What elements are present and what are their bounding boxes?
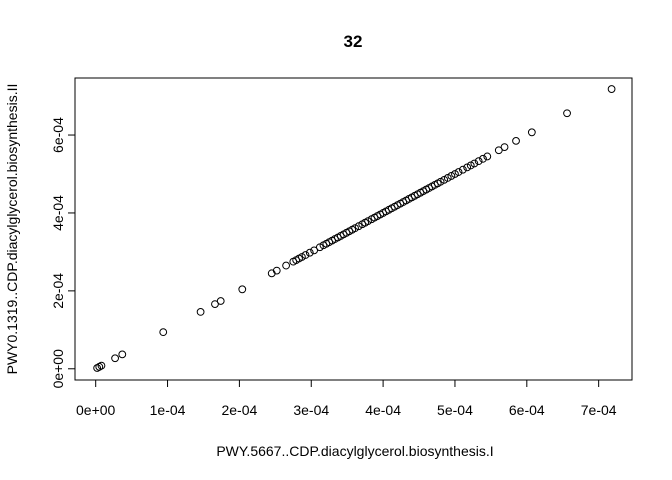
x-tick-label: 4e-04 xyxy=(365,402,401,418)
data-point xyxy=(216,297,225,305)
data-point xyxy=(196,308,205,316)
x-tick-label: 7e-04 xyxy=(581,402,617,418)
data-point xyxy=(563,109,571,118)
data-point xyxy=(305,248,314,257)
data-point xyxy=(474,157,483,166)
data-point xyxy=(607,85,616,93)
data-point xyxy=(527,128,536,137)
y-tick-label: 4e-04 xyxy=(50,195,66,231)
y-axis-label: PWY0.1319..CDP.diacylglycerol.biosynthes… xyxy=(4,84,20,375)
data-point xyxy=(301,251,310,259)
y-tick-label: 6e-04 xyxy=(50,117,66,153)
data-point xyxy=(479,154,487,163)
x-axis-label: PWY.5667..CDP.diacylglycerol.biosynthesi… xyxy=(216,443,493,459)
data-points xyxy=(93,85,616,372)
data-point xyxy=(470,159,479,168)
data-point xyxy=(454,168,463,176)
x-tick-label: 2e-04 xyxy=(221,402,257,418)
data-point xyxy=(282,261,291,270)
x-tick-label: 6e-04 xyxy=(509,402,545,418)
x-tick-label: 5e-04 xyxy=(437,402,473,418)
data-point xyxy=(310,246,319,255)
x-tick-label: 3e-04 xyxy=(293,402,329,418)
data-point xyxy=(512,136,520,145)
data-point xyxy=(272,266,281,275)
data-point xyxy=(211,300,219,309)
plot-frame xyxy=(74,77,633,381)
data-point xyxy=(111,354,119,363)
y-tick-label: 2e-04 xyxy=(50,273,66,309)
data-point xyxy=(97,361,106,370)
x-axis: 0e+00 1e-04 2e-04 3e-04 4e-04 5e-04 6e-04 7e-04 xyxy=(76,379,617,418)
data-point xyxy=(500,143,509,152)
data-point xyxy=(118,350,127,359)
data-point xyxy=(458,165,467,174)
data-point xyxy=(159,328,168,337)
data-point xyxy=(238,285,247,294)
chart-title: 32 xyxy=(344,32,363,51)
x-tick-label: 0e+00 xyxy=(76,402,116,418)
y-axis: 0e+00 2e-04 4e-04 6e-04 xyxy=(50,117,76,389)
x-tick-label: 1e-04 xyxy=(150,402,186,418)
data-point xyxy=(483,152,492,161)
y-tick-label: 0e+00 xyxy=(50,349,66,389)
